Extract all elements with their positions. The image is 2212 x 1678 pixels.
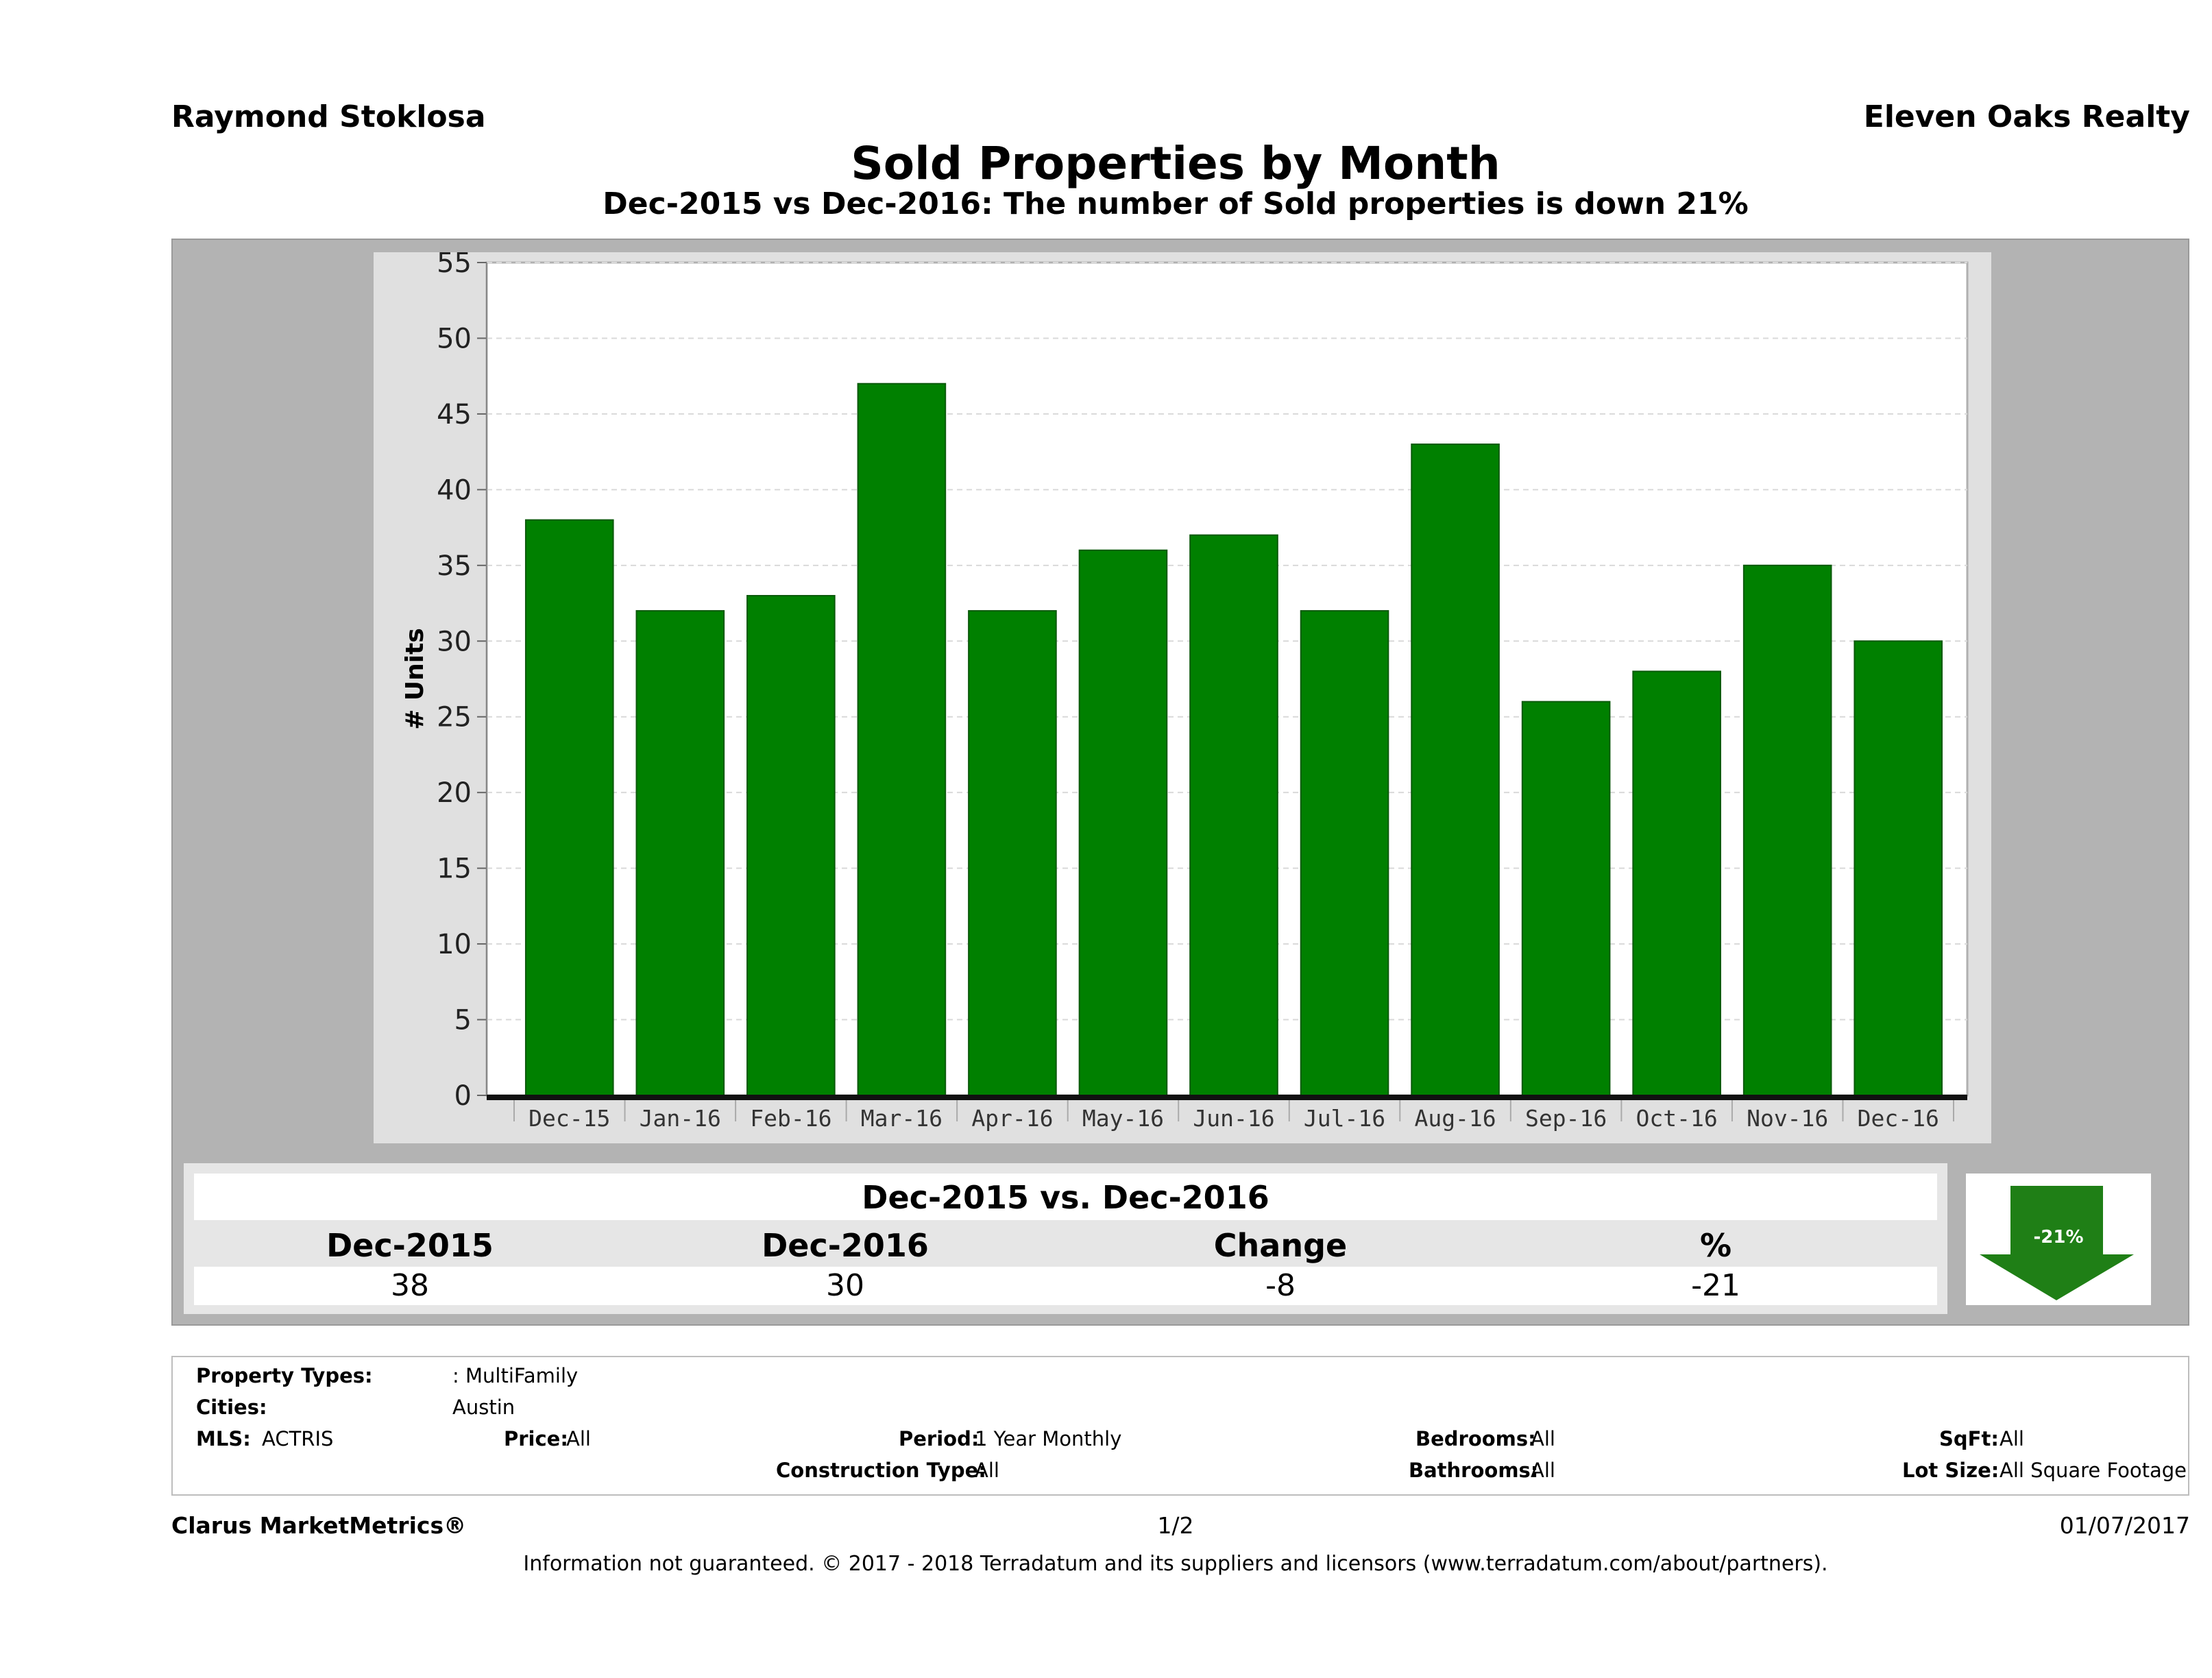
x-tick-label: Jul-16 <box>1304 1105 1385 1132</box>
y-tick-label: 40 <box>437 474 472 506</box>
x-tick-label: Aug-16 <box>1414 1105 1496 1132</box>
x-tick-label: May-16 <box>1082 1105 1164 1132</box>
criteria-cities-label: Cities: <box>196 1396 267 1419</box>
bar-chart: 0 5 10 15 20 25 30 35 40 45 50 55 # Units Dec-15 Jan-1… <box>401 252 1969 1132</box>
x-tick-label: Jan-16 <box>640 1105 721 1132</box>
agent-name: Raymond Stoklosa <box>171 99 486 134</box>
summary-value-percent: -21 <box>1691 1268 1740 1303</box>
x-tick-label: Oct-16 <box>1636 1105 1718 1132</box>
report-title: Sold Properties by Month <box>851 137 1500 190</box>
summary-value-dec2016: 30 <box>826 1268 864 1303</box>
bar <box>1632 670 1721 1096</box>
criteria-sqft-label: SqFt: <box>1939 1427 1999 1450</box>
bar <box>1300 610 1389 1096</box>
company-name: Eleven Oaks Realty <box>1863 99 2190 134</box>
x-tick-label: Nov-16 <box>1747 1105 1828 1132</box>
bar <box>857 382 947 1096</box>
x-tick-label: Mar-16 <box>861 1105 943 1132</box>
x-tick-label: Sep-16 <box>1525 1105 1607 1132</box>
summary-value-dec2015: 38 <box>391 1268 429 1303</box>
x-tick-label: Jun-16 <box>1193 1105 1274 1132</box>
x-tick-label: Dec-16 <box>1858 1105 1939 1132</box>
bar <box>1078 549 1168 1096</box>
criteria-lotsize-label: Lot Size: <box>1902 1459 2000 1482</box>
bar <box>746 595 836 1096</box>
x-tick-label: Dec-15 <box>528 1105 610 1132</box>
criteria-bathrooms-label: Bathrooms: <box>1409 1459 1539 1482</box>
report-subtitle: Dec-2015 vs Dec-2016: The number of Sold… <box>603 186 1749 221</box>
y-axis-label: # Units <box>401 628 429 730</box>
y-tick-label: 0 <box>454 1080 472 1112</box>
footer-page-number: 1/2 <box>1157 1512 1194 1539</box>
bar <box>635 610 725 1096</box>
criteria-bedrooms-label: Bedrooms: <box>1415 1427 1536 1450</box>
criteria-property-types-value: : MultiFamily <box>452 1364 579 1387</box>
y-tick-label: 5 <box>454 1005 472 1036</box>
criteria-construction-value: All <box>975 1459 999 1482</box>
y-tick-label: 15 <box>437 853 472 885</box>
criteria-bedrooms-value: All <box>1531 1427 1555 1450</box>
criteria-construction-label: Construction Type: <box>776 1459 986 1482</box>
bar <box>1854 640 1943 1096</box>
summary-value-change: -8 <box>1265 1268 1296 1303</box>
footer-disclaimer: Information not guaranteed. © 2017 - 201… <box>523 1552 1828 1576</box>
y-tick-label: 50 <box>437 323 472 354</box>
y-tick-label: 20 <box>437 777 472 809</box>
criteria-price-value: All <box>566 1427 591 1450</box>
trend-box <box>1966 1174 2151 1305</box>
criteria-property-types-label: Property Types: <box>196 1364 373 1387</box>
x-tick-label: Apr-16 <box>971 1105 1053 1132</box>
criteria-mls-label: MLS: <box>196 1427 251 1450</box>
summary-header-dec2015: Dec-2015 <box>326 1227 494 1264</box>
bar <box>1742 564 1832 1096</box>
summary-header-percent: % <box>1699 1227 1732 1264</box>
criteria-lotsize-value: All Square Footage <box>2000 1459 2187 1482</box>
criteria-bathrooms-value: All <box>1531 1459 1555 1482</box>
bar <box>1521 701 1611 1096</box>
y-tick-label: 55 <box>437 252 472 279</box>
bar <box>968 610 1057 1096</box>
bar <box>1411 443 1500 1097</box>
y-tick-label: 35 <box>437 550 472 582</box>
summary-title-bar <box>194 1174 1937 1220</box>
criteria-sqft-value: All <box>2000 1427 2024 1450</box>
y-tick-label: 45 <box>437 399 472 430</box>
footer-brand: Clarus MarketMetrics® <box>171 1512 467 1539</box>
summary-header-dec2016: Dec-2016 <box>762 1227 929 1264</box>
summary-values-bar <box>194 1267 1937 1305</box>
summary-header-change: Change <box>1213 1227 1348 1264</box>
x-tick-label: Feb-16 <box>750 1105 831 1132</box>
trend-label: -21% <box>2033 1227 2084 1248</box>
summary-title: Dec-2015 vs. Dec-2016 <box>862 1179 1269 1216</box>
bar <box>524 519 614 1096</box>
search-criteria-panel <box>171 1356 2189 1496</box>
footer-date: 01/07/2017 <box>2059 1512 2190 1539</box>
criteria-mls-value: ACTRIS <box>262 1427 334 1450</box>
y-tick-label: 10 <box>437 929 472 960</box>
criteria-price-label: Price: <box>504 1427 568 1450</box>
down-arrow-icon <box>1980 1186 2134 1300</box>
bar <box>1189 534 1278 1096</box>
criteria-cities-value: Austin <box>452 1396 515 1419</box>
criteria-period-label: Period: <box>899 1427 980 1450</box>
y-tick-label: 30 <box>437 626 472 657</box>
criteria-period-value: 1 Year Monthly <box>975 1427 1122 1450</box>
y-tick-label: 25 <box>437 702 472 733</box>
